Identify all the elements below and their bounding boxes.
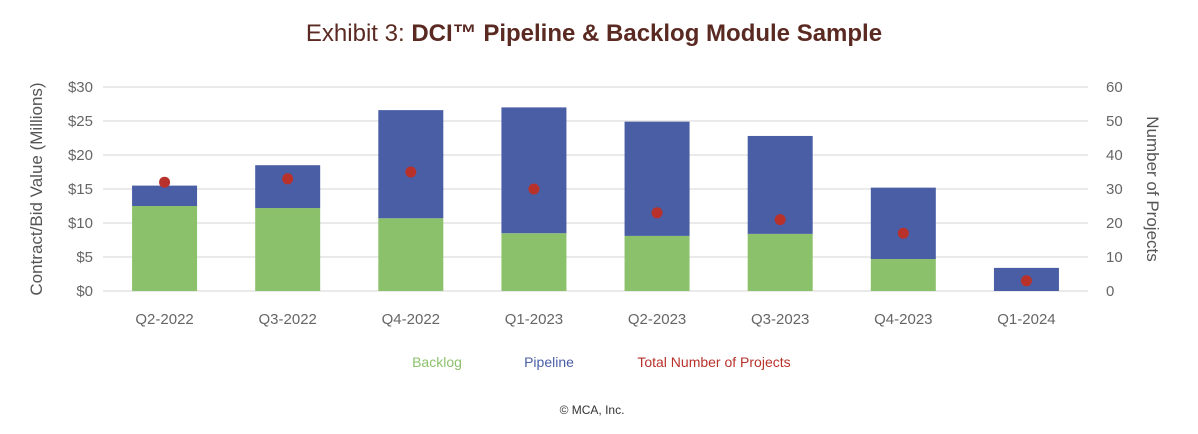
bar-backlog — [747, 233, 813, 291]
x-tick-label: Q4-2023 — [874, 311, 932, 328]
gridlines — [103, 86, 1088, 292]
y2-tick-label: 40 — [1106, 147, 1123, 164]
y-tick-label: $15 — [68, 181, 93, 198]
x-tick-label: Q1-2023 — [505, 311, 563, 328]
bar-pipeline — [132, 185, 198, 206]
legend-item: Total Number of Projects — [637, 354, 790, 370]
axes: $0 $5 $10 $15 $20 $25 $30 0 10 20 30 40 50 60 Q2-2022 Q… — [27, 79, 1162, 328]
x-tick-label: Q2-2023 — [628, 311, 686, 328]
y-axis-title: Contract/Bid Value (Millions) — [27, 82, 46, 295]
x-tick-label: Q1-2024 — [997, 311, 1055, 328]
bar-backlog — [255, 208, 321, 291]
chart-title-main: DCI™ Pipeline & Backlog Module Sample — [411, 20, 882, 47]
y2-tick-label: 0 — [1106, 283, 1114, 300]
legend: Backlog Pipeline Total Number of Projects — [412, 354, 791, 370]
project-points — [159, 166, 1032, 287]
bars — [132, 107, 1059, 291]
y2-tick-label: 20 — [1106, 215, 1123, 232]
y-tick-label: $30 — [68, 79, 93, 96]
y2-tick-label: 60 — [1106, 79, 1123, 96]
bar-backlog — [378, 218, 444, 291]
y-tick-label: $5 — [76, 249, 93, 266]
chart-title-prefix: Exhibit 3: — [306, 20, 411, 47]
bar-backlog — [501, 233, 567, 291]
bar-pipeline — [501, 107, 567, 234]
bar-pipeline — [255, 165, 321, 209]
point-total-projects — [528, 183, 540, 195]
x-tick-label: Q2-2022 — [135, 311, 193, 328]
point-total-projects — [159, 176, 171, 188]
bar-backlog — [132, 206, 198, 291]
point-total-projects — [651, 207, 663, 219]
legend-item: Backlog — [412, 354, 462, 370]
bar-backlog — [624, 235, 690, 291]
point-total-projects — [774, 214, 786, 226]
y2-tick-label: 50 — [1106, 113, 1123, 130]
y2-tick-label: 30 — [1106, 181, 1123, 198]
bar-pipeline — [624, 121, 690, 236]
y-tick-label: $10 — [68, 215, 93, 232]
y-tick-label: $20 — [68, 147, 93, 164]
x-tick-label: Q3-2023 — [751, 311, 809, 328]
point-total-projects — [405, 166, 417, 178]
point-total-projects — [897, 227, 909, 239]
bar-pipeline — [870, 187, 936, 260]
copyright-text: © MCA, Inc. — [560, 403, 625, 417]
x-tick-label: Q3-2022 — [259, 311, 317, 328]
legend-item: Pipeline — [524, 354, 574, 370]
bar-pipeline — [378, 110, 444, 219]
y-tick-label: $25 — [68, 113, 93, 130]
y2-tick-label: 10 — [1106, 249, 1123, 266]
y-tick-label: $0 — [76, 283, 93, 300]
point-total-projects — [282, 173, 294, 185]
x-tick-label: Q4-2022 — [382, 311, 440, 328]
y2-axis-title: Number of Projects — [1143, 116, 1162, 262]
point-total-projects — [1020, 275, 1032, 287]
bar-backlog — [870, 259, 936, 291]
chart-title: Exhibit 3: DCI™ Pipeline & Backlog Modul… — [306, 20, 882, 47]
